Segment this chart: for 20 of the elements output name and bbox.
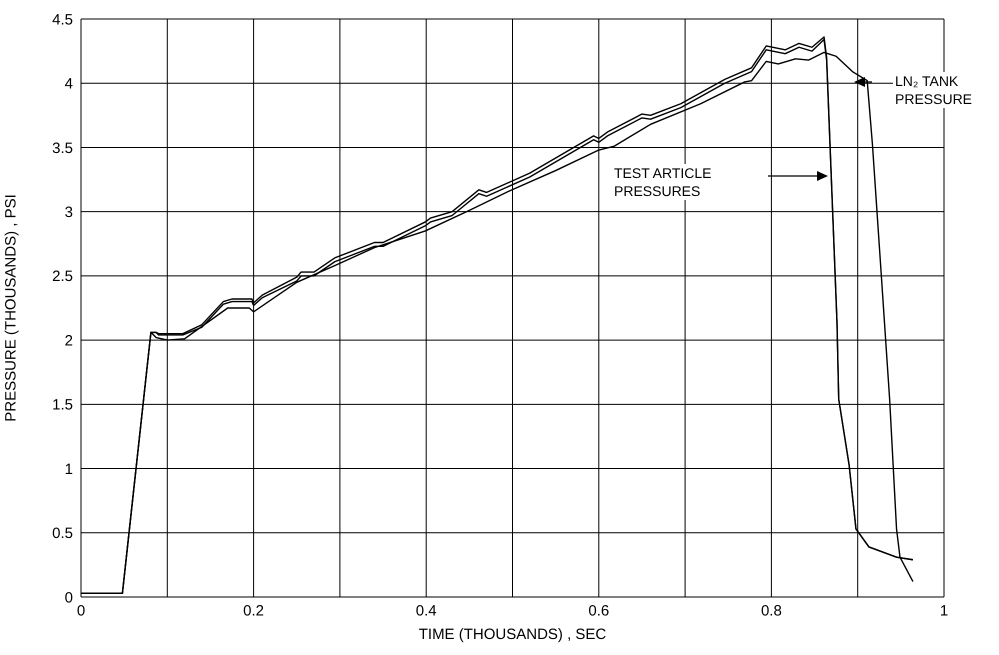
x-axis-title: TIME (THOUSANDS) , SEC — [418, 626, 606, 643]
annotation: LN₂ TANK PRESSURE — [894, 72, 974, 108]
y-tick-label: 1.5 — [52, 396, 73, 414]
y-tick-label: 1 — [64, 460, 73, 478]
y-tick-label: 0.5 — [52, 525, 73, 542]
x-tick-label: 0.8 — [760, 602, 782, 620]
y-tick-label: 4 — [64, 76, 73, 93]
y-tick-label: 4.5 — [52, 11, 73, 28]
x-tick-label: 1 — [940, 602, 948, 620]
y-tick-label: 0 — [64, 589, 73, 606]
y-tick-label: 3 — [64, 204, 73, 221]
x-tick-label: 0 — [76, 602, 86, 620]
y-tick-label: 3.5 — [52, 140, 73, 157]
x-tick-label: 0.6 — [588, 602, 610, 620]
y-axis-title: PRESSURE (THOUSANDS) , PSI — [2, 194, 20, 422]
x-tick-label: 0.4 — [416, 602, 437, 620]
y-tick-label: 2 — [64, 332, 73, 350]
x-tick-label: 0.2 — [243, 602, 264, 620]
y-tick-label: 2.5 — [52, 268, 73, 286]
annotation: TEST ARTICLE PRESSURES — [613, 164, 713, 200]
